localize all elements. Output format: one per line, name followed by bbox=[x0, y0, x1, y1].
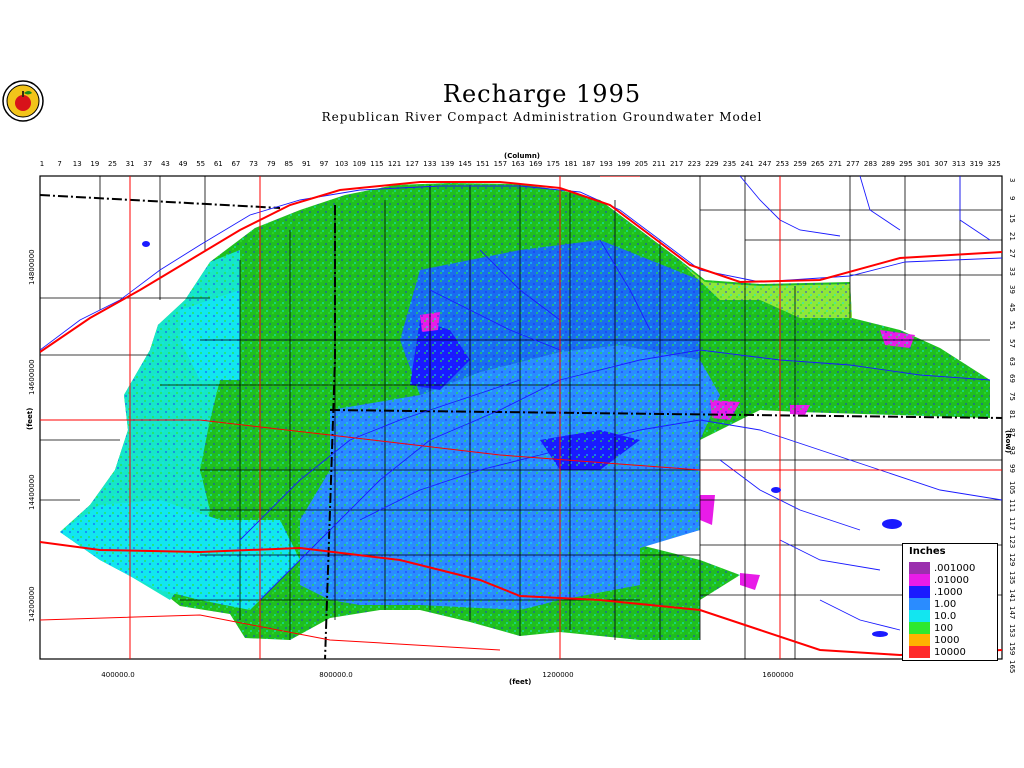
legend-item: .001000 bbox=[909, 562, 975, 574]
legend-label: 10.0 bbox=[934, 610, 957, 622]
column-tick-label: 295 bbox=[899, 160, 913, 168]
x-tick-label: 800000.0 bbox=[319, 671, 353, 679]
column-tick-label: 265 bbox=[811, 160, 825, 168]
column-tick-label: 301 bbox=[916, 160, 931, 168]
column-tick-label: 79 bbox=[266, 160, 276, 168]
column-tick-label: 73 bbox=[249, 160, 259, 168]
lakes bbox=[142, 241, 902, 637]
column-tick-label: 235 bbox=[722, 160, 737, 168]
legend-label: 100 bbox=[934, 622, 954, 634]
column-tick-label: 325 bbox=[987, 160, 1001, 168]
legend-swatch bbox=[909, 574, 930, 586]
column-tick-label: 31 bbox=[125, 160, 135, 168]
legend-swatch bbox=[909, 634, 930, 646]
column-tick-label: 97 bbox=[319, 160, 329, 168]
legend-swatch bbox=[909, 598, 930, 610]
legend-swatch bbox=[909, 622, 930, 634]
column-tick-label: 319 bbox=[969, 160, 984, 168]
column-tick-label: 49 bbox=[178, 160, 188, 168]
column-tick-label: 157 bbox=[493, 160, 508, 168]
legend-item: 100 bbox=[909, 622, 953, 634]
column-tick-label: 187 bbox=[581, 160, 596, 168]
map-subtitle: Republican River Compact Administration … bbox=[321, 110, 763, 124]
column-tick-label: 1 bbox=[39, 160, 45, 168]
column-tick-label: 205 bbox=[634, 160, 649, 168]
column-tick-label: 13 bbox=[72, 160, 82, 168]
column-tick-label: 55 bbox=[196, 160, 206, 168]
column-tick-label: 115 bbox=[370, 160, 384, 168]
legend: Inches .001000.01000.1000 1.00 10.0 100 1000… bbox=[902, 543, 998, 661]
column-tick-label: 313 bbox=[952, 160, 966, 168]
column-tick-label: 103 bbox=[335, 160, 349, 168]
column-tick-label: 259 bbox=[793, 160, 807, 168]
column-tick-label: 253 bbox=[775, 160, 790, 168]
column-tick-label: 67 bbox=[231, 160, 241, 168]
column-tick-label: 139 bbox=[440, 160, 455, 168]
legend-label: 10000 bbox=[934, 646, 966, 658]
column-tick-label: 175 bbox=[546, 160, 560, 168]
legend-label: .01000 bbox=[934, 574, 969, 586]
column-tick-label: 277 bbox=[846, 160, 860, 168]
speckle-texture bbox=[60, 183, 990, 640]
column-tick-label: 37 bbox=[143, 160, 153, 168]
column-tick-label: 247 bbox=[758, 160, 772, 168]
column-axis-label: (Column) bbox=[504, 152, 541, 160]
column-tick-label: 169 bbox=[528, 160, 543, 168]
x-tick-label: 400000.0 bbox=[101, 671, 135, 679]
legend-label: .001000 bbox=[934, 562, 976, 574]
column-tick-label: 181 bbox=[564, 160, 578, 168]
logo-seal-icon bbox=[2, 80, 44, 122]
x-tick-label: 1600000 bbox=[762, 671, 794, 679]
column-tick-label: 193 bbox=[599, 160, 613, 168]
column-tick-label: 43 bbox=[160, 160, 170, 168]
legend-label: 1000 bbox=[934, 634, 960, 646]
column-tick-label: 109 bbox=[352, 160, 367, 168]
legend-item: .1000 bbox=[909, 586, 963, 598]
column-tick-label: 25 bbox=[108, 160, 117, 168]
legend-swatch bbox=[909, 646, 930, 658]
column-tick-label: 271 bbox=[828, 160, 843, 168]
legend-label: 1.00 bbox=[934, 598, 957, 610]
column-tick-label: 163 bbox=[511, 160, 525, 168]
column-tick-label: 121 bbox=[387, 160, 402, 168]
legend-title: Inches bbox=[909, 546, 946, 557]
column-tick-label: 217 bbox=[669, 160, 684, 168]
magenta-spot-3 bbox=[700, 495, 715, 525]
column-tick-label: 241 bbox=[740, 160, 754, 168]
column-tick-label: 229 bbox=[705, 160, 719, 168]
legend-item: .01000 bbox=[909, 574, 969, 586]
column-tick-label: 289 bbox=[881, 160, 895, 168]
legend-swatch bbox=[909, 562, 930, 574]
legend-label: .1000 bbox=[934, 586, 963, 598]
column-tick-label: 211 bbox=[652, 160, 666, 168]
column-tick-label: 151 bbox=[476, 160, 490, 168]
column-tick-label: 199 bbox=[617, 160, 631, 168]
column-tick-label: 7 bbox=[57, 160, 62, 168]
column-tick-label: 19 bbox=[90, 160, 100, 168]
column-tick-label: 127 bbox=[405, 160, 419, 168]
column-tick-label: 61 bbox=[213, 160, 223, 168]
column-tick-label: 91 bbox=[301, 160, 311, 168]
legend-swatch bbox=[909, 586, 930, 598]
legend-item: 10.0 bbox=[909, 610, 956, 622]
x-axis-label: (feet) bbox=[509, 678, 532, 686]
legend-item: 10000 bbox=[909, 646, 966, 658]
column-tick-label: 85 bbox=[284, 160, 294, 168]
column-tick-label: 223 bbox=[687, 160, 701, 168]
roads bbox=[40, 176, 1002, 659]
column-tick-label: 145 bbox=[458, 160, 472, 168]
column-tick-label: 307 bbox=[934, 160, 948, 168]
state-borders bbox=[40, 194, 1002, 659]
column-tick-label: 283 bbox=[863, 160, 878, 168]
x-tick-label: 1200000 bbox=[542, 671, 574, 679]
map-title: Recharge 1995 bbox=[442, 80, 642, 108]
legend-swatch bbox=[909, 610, 930, 622]
legend-item: 1000 bbox=[909, 634, 959, 646]
legend-item: 1.00 bbox=[909, 598, 956, 610]
column-tick-label: 133 bbox=[423, 160, 437, 168]
